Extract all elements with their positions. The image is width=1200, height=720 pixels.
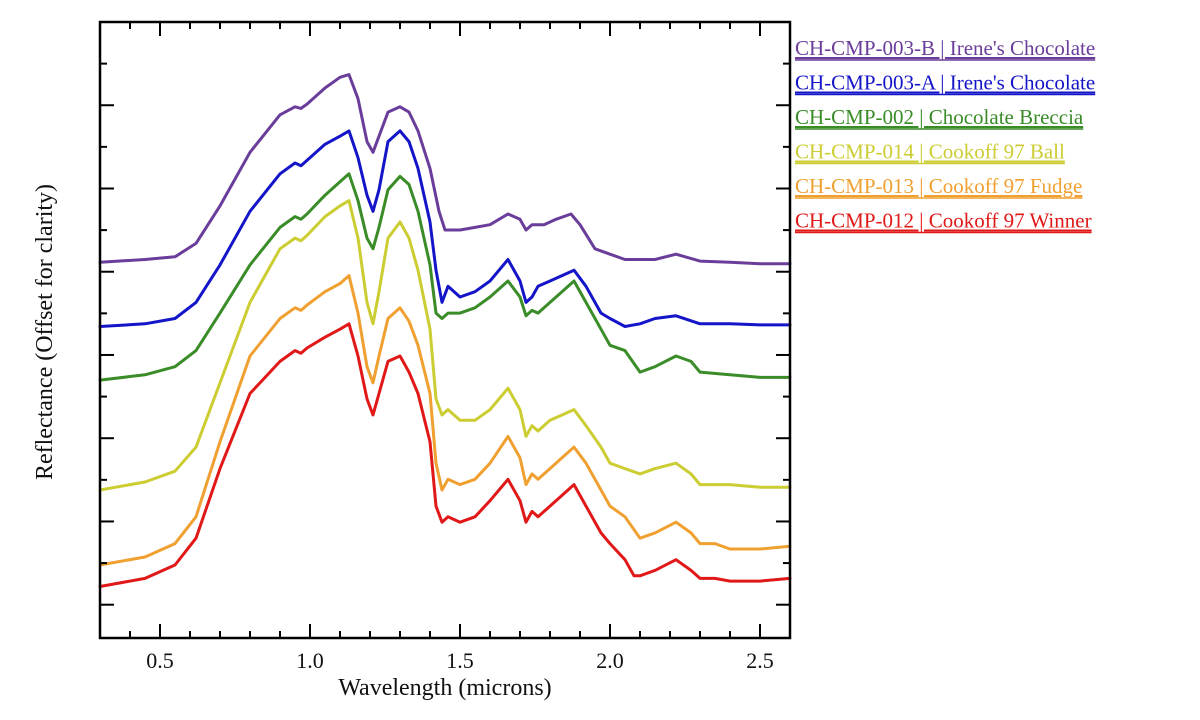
series-line-5 <box>98 274 792 567</box>
x-tick-label: 0.5 <box>146 648 174 673</box>
legend-entry-3: CH-CMP-002 | Chocolate Breccia <box>795 105 1084 129</box>
x-tick-label: 2.0 <box>596 648 624 673</box>
ticks <box>99 22 791 638</box>
series-lines <box>98 73 792 588</box>
legend-entry-6: CH-CMP-012 | Cookoff 97 Winner <box>795 209 1092 233</box>
series-line-1 <box>98 73 792 266</box>
legend-entry-4: CH-CMP-014 | Cookoff 97 Ball <box>795 140 1065 164</box>
legend-entry-2: CH-CMP-003-A | Irene's Chocolate <box>795 71 1095 95</box>
x-tick-label: 1.5 <box>446 648 474 673</box>
x-axis-title: Wavelength (microns) <box>338 675 551 701</box>
series-line-4 <box>98 199 792 492</box>
axes <box>98 20 792 640</box>
series-line-3 <box>98 172 792 382</box>
series-line-6 <box>98 322 792 588</box>
legend-entry-1: CH-CMP-003-B | Irene's Chocolate <box>795 36 1095 60</box>
series-line-2 <box>98 129 792 328</box>
x-tick-label: 1.0 <box>296 648 324 673</box>
legend: CH-CMP-003-B | Irene's Chocolate CH-CMP-0… <box>795 36 1096 234</box>
x-tick-labels: 0.5 1.0 1.5 2.0 2.5 <box>146 648 774 673</box>
plot-frame <box>98 20 792 640</box>
legend-entry-5: CH-CMP-013 | Cookoff 97 Fudge <box>795 174 1082 198</box>
y-axis-title: Reflectance (Offset for clarity) <box>32 184 58 480</box>
x-tick-label: 2.5 <box>746 648 774 673</box>
